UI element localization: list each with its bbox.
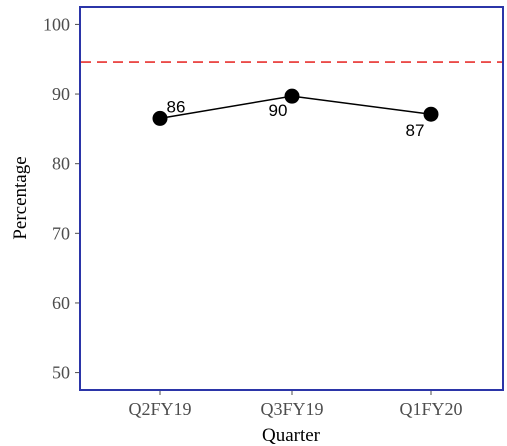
x-axis-title: Quarter bbox=[262, 425, 321, 446]
y-tick-label: 60 bbox=[52, 293, 70, 313]
x-tick-label: Q3FY19 bbox=[260, 399, 323, 419]
y-tick-label: 100 bbox=[43, 14, 70, 34]
data-label: 86 bbox=[167, 97, 186, 116]
x-tick-label: Q1FY20 bbox=[399, 399, 462, 419]
x-axis: Q2FY19 Q3FY19 Q1FY20 bbox=[128, 390, 463, 419]
y-tick-label: 50 bbox=[52, 363, 70, 383]
x-tick-label: Q2FY19 bbox=[128, 399, 191, 419]
plot-frame bbox=[79, 6, 504, 391]
y-tick-label: 80 bbox=[52, 154, 70, 174]
y-tick-label: 90 bbox=[52, 84, 70, 104]
y-axis-title: Percentage bbox=[10, 156, 31, 239]
data-labels-layer: 86 90 87 bbox=[167, 97, 425, 140]
series-layer bbox=[152, 88, 439, 126]
data-point-q2fy19 bbox=[152, 110, 168, 126]
data-label: 87 bbox=[406, 121, 425, 140]
y-tick-label: 70 bbox=[52, 223, 70, 243]
data-label: 90 bbox=[269, 101, 288, 120]
data-point-q1fy20 bbox=[423, 106, 439, 122]
y-axis: 50 60 70 80 90 100 bbox=[43, 14, 80, 383]
data-point-q3fy19 bbox=[284, 88, 300, 104]
